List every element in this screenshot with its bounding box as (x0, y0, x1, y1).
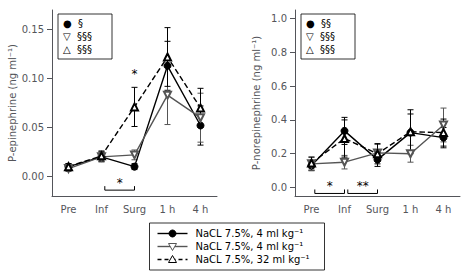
svg-text:△ §§§: △ §§§ (306, 44, 335, 55)
svg-text:0.05: 0.05 (22, 122, 44, 133)
svg-text:NaCL 7.5%, 4 ml kg⁻¹: NaCL 7.5%, 4 ml kg⁻¹ (196, 228, 304, 239)
svg-text:● §: ● § (63, 18, 83, 29)
svg-text:0.4: 0.4 (271, 114, 287, 125)
svg-text:△ §§§: △ §§§ (63, 44, 92, 55)
svg-text:Surg: Surg (366, 204, 389, 215)
svg-text:NaCL 7.5%, 4 ml kg⁻¹: NaCL 7.5%, 4 ml kg⁻¹ (196, 241, 304, 252)
svg-text:1.0: 1.0 (271, 13, 287, 24)
svg-text:● §§: ● §§ (306, 18, 331, 29)
svg-text:**: ** (357, 179, 369, 193)
svg-text:0.8: 0.8 (271, 47, 287, 58)
svg-text:Inf: Inf (338, 204, 351, 215)
svg-text:*: * (327, 179, 333, 193)
svg-text:*: * (132, 67, 138, 81)
svg-text:Pre: Pre (304, 204, 320, 215)
svg-text:Surg: Surg (123, 204, 146, 215)
svg-text:▽ §§§: ▽ §§§ (63, 31, 92, 42)
svg-text:0.0: 0.0 (271, 182, 287, 193)
svg-text:4 h: 4 h (193, 204, 209, 215)
svg-text:0.15: 0.15 (22, 24, 44, 35)
svg-text:▽ §§§: ▽ §§§ (306, 31, 335, 42)
svg-text:P-epinephrine (ng ml⁻¹): P-epinephrine (ng ml⁻¹) (7, 44, 18, 162)
svg-text:0.00: 0.00 (22, 171, 44, 182)
svg-text:Inf: Inf (95, 204, 108, 215)
svg-text:0.2: 0.2 (271, 148, 287, 159)
svg-text:P-norepinephrine (ng ml⁻¹): P-norepinephrine (ng ml⁻¹) (251, 36, 262, 170)
svg-text:0.6: 0.6 (271, 81, 287, 92)
svg-text:*: * (117, 176, 123, 190)
svg-text:1 h: 1 h (403, 204, 419, 215)
svg-text:4 h: 4 h (436, 204, 452, 215)
svg-text:Pre: Pre (61, 204, 77, 215)
svg-text:1 h: 1 h (160, 204, 176, 215)
svg-text:0.10: 0.10 (22, 73, 44, 84)
svg-text:NaCL 7.5%, 32 ml kg⁻¹: NaCL 7.5%, 32 ml kg⁻¹ (196, 254, 310, 265)
